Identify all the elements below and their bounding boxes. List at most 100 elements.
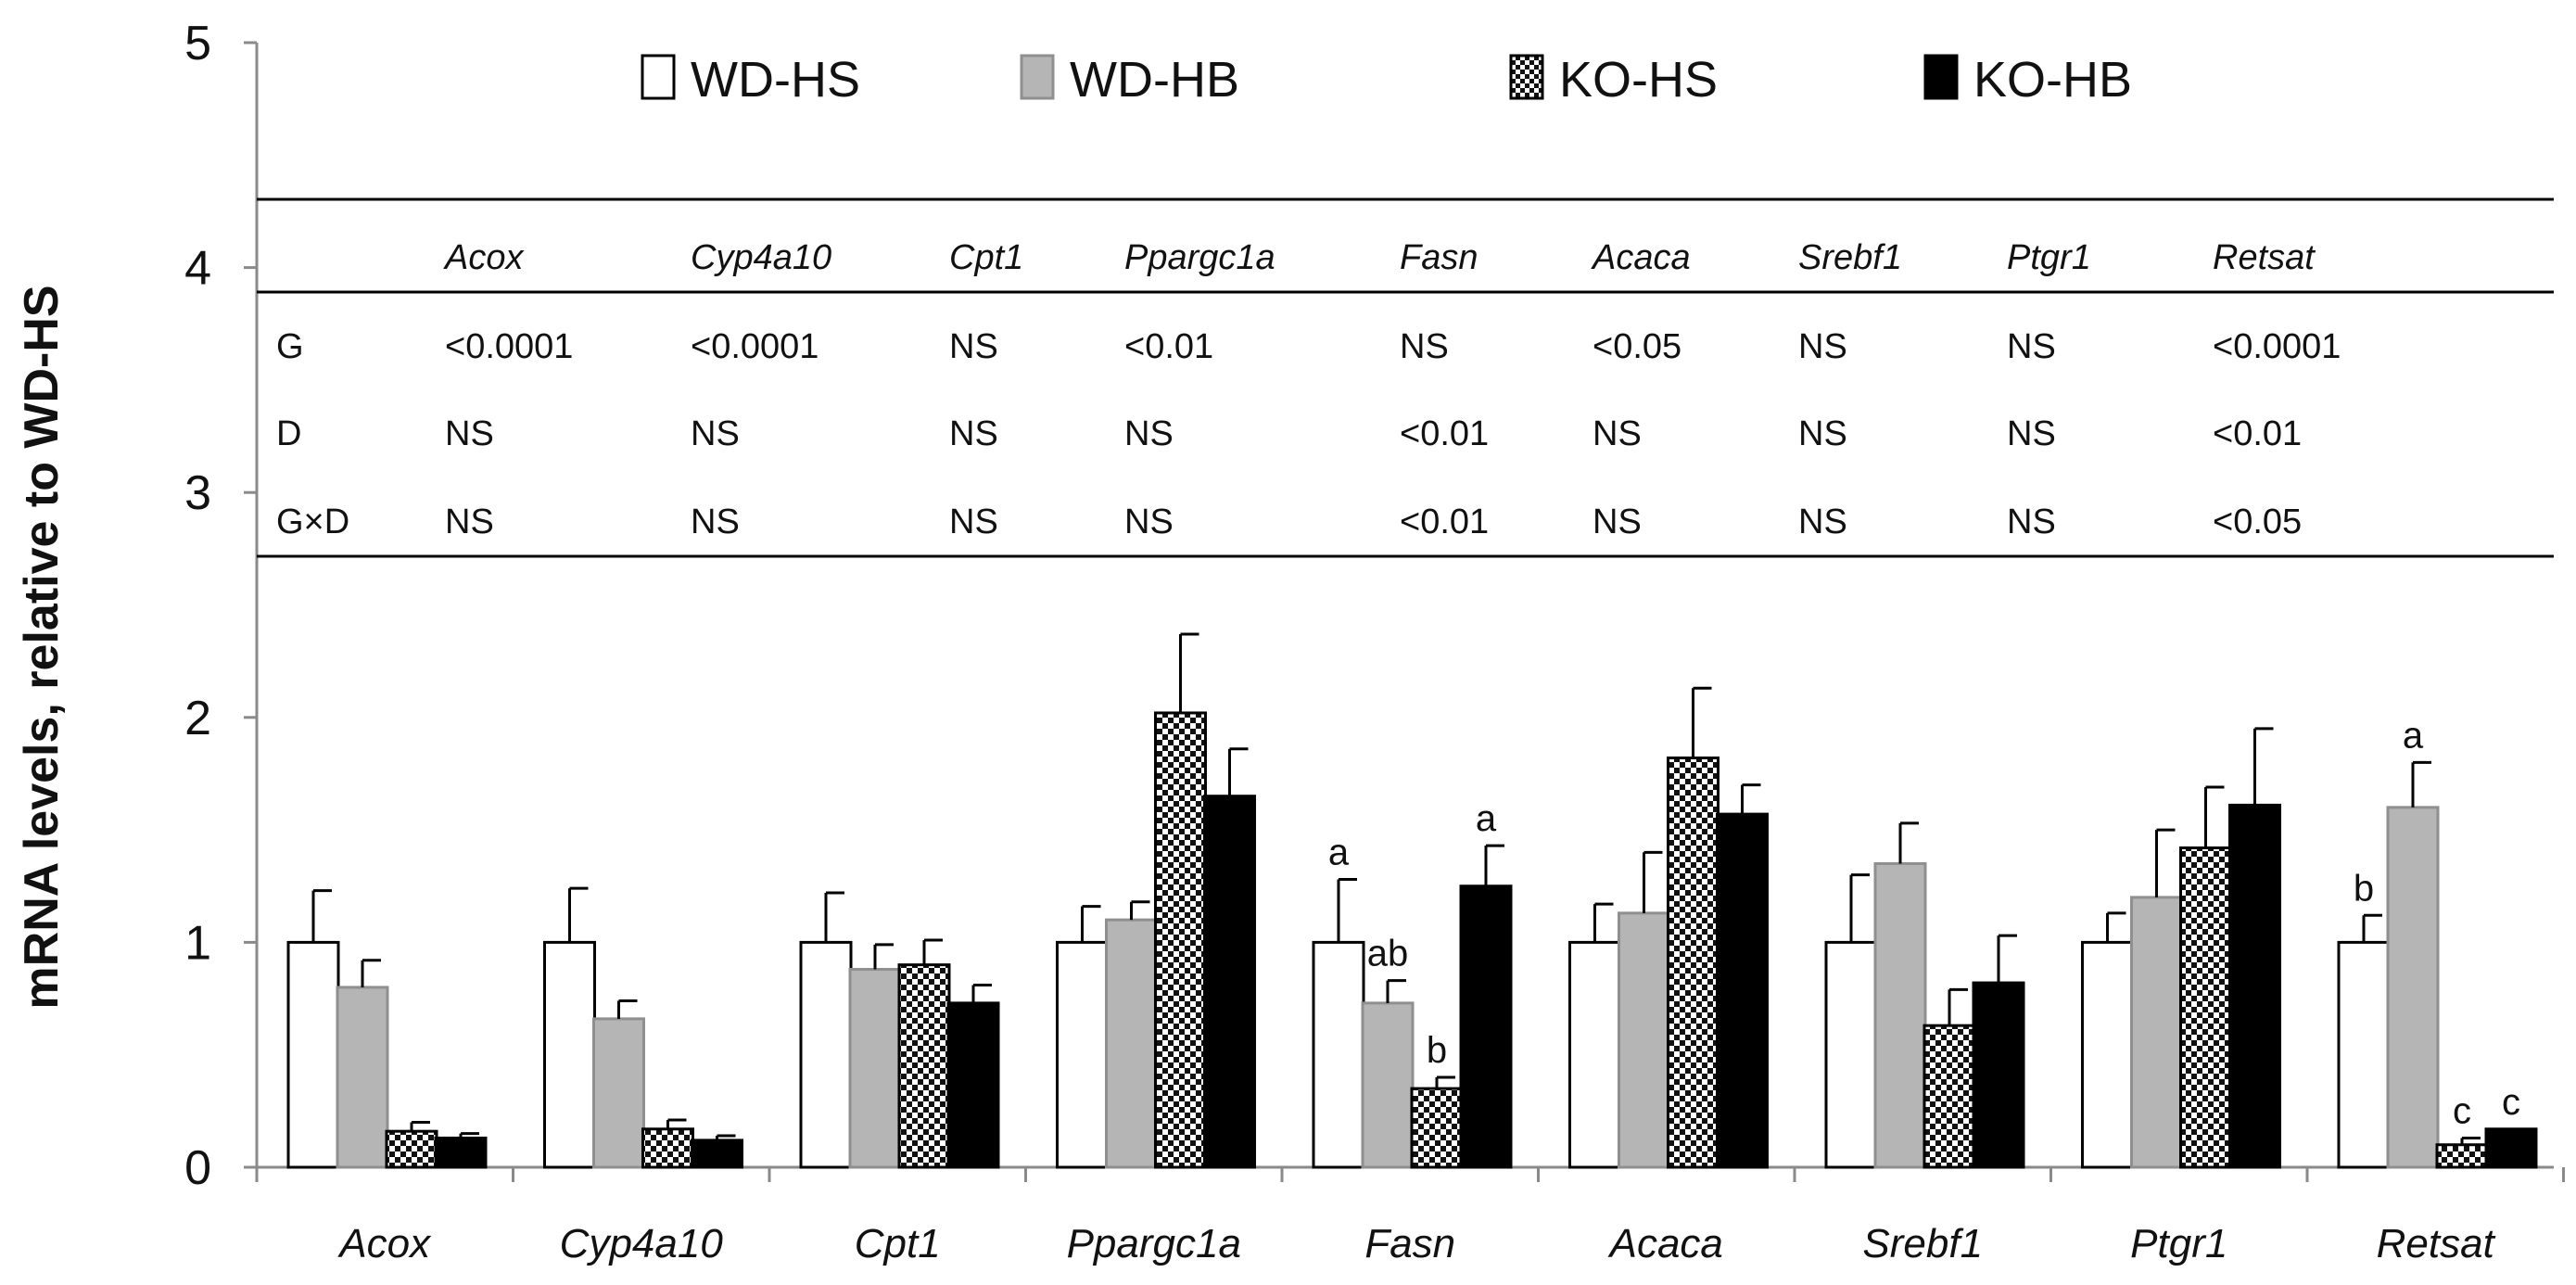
table-column-header: Acaca xyxy=(1591,238,1691,277)
stats-table: Acox Cyp4a10 Cpt1 Ppargc1a Fasn Acaca Srebf1 Pt… xyxy=(257,197,2554,558)
bar-ko-hb-ppargc1a xyxy=(1203,795,1256,1169)
bar-wd-hb-cpt1 xyxy=(848,968,902,1169)
x-tick-label: Ptgr1 xyxy=(2130,1221,2227,1266)
table-column-header: Acox xyxy=(443,238,525,277)
table-cell: NS xyxy=(691,414,740,453)
x-tick-label: Cpt1 xyxy=(855,1221,941,1266)
table-cell: NS xyxy=(1124,414,1174,453)
bar-wd-hb-ptgr1 xyxy=(2130,896,2183,1169)
x-tick-label: Fasn xyxy=(1364,1221,1455,1266)
table-column-header: Cyp4a10 xyxy=(691,238,831,277)
bar-ko-hb-acox xyxy=(434,1136,488,1169)
bar-wd-hb-acaca xyxy=(1618,911,1670,1169)
bar-ko-hs-srebf1 xyxy=(1922,1024,1976,1169)
significance-letter: b xyxy=(2354,868,2374,909)
bar-wd-hs-cpt1 xyxy=(799,940,853,1169)
bar-wd-hb-cyp4a10 xyxy=(592,1017,645,1169)
table-cell: NS xyxy=(2007,327,2056,366)
bar-ko-hb-retsat xyxy=(2484,1127,2538,1169)
table-column-header: Fasn xyxy=(1400,238,1478,277)
table-cell: <0.0001 xyxy=(2213,327,2341,366)
significance-letter: a xyxy=(2403,715,2424,756)
x-tick-label: Retsat xyxy=(2377,1221,2496,1266)
table-column-header: Ptgr1 xyxy=(2007,238,2091,277)
bar-ko-hb-srebf1 xyxy=(1972,981,2025,1169)
bar-wd-hs-acox xyxy=(286,940,340,1169)
y-tick-label: 4 xyxy=(184,242,211,296)
table-column-header: Retsat xyxy=(2213,238,2316,277)
legend-swatch-ko-hb xyxy=(1923,54,1959,100)
x-tick-label: Cyp4a10 xyxy=(560,1221,724,1266)
legend-label: KO-HB xyxy=(1973,52,2132,108)
table-cell: NS xyxy=(1593,503,1642,541)
significance-letter: b xyxy=(1427,1030,1447,1071)
bar-wd-hs-cyp4a10 xyxy=(543,940,596,1169)
significance-letter: c xyxy=(2502,1082,2520,1123)
table-cell: NS xyxy=(949,327,998,366)
table-cell: NS xyxy=(2007,503,2056,541)
bar-wd-hb-srebf1 xyxy=(1873,861,1927,1169)
table-cell: <0.01 xyxy=(1400,503,1489,541)
bar-ko-hs-ppargc1a xyxy=(1154,711,1207,1169)
table-cell: <0.05 xyxy=(2213,503,2302,541)
bar-wd-hs-ptgr1 xyxy=(2081,940,2134,1169)
legend: WD-HS WD-HB KO-HS KO-HB xyxy=(641,52,2132,108)
bar-wd-hb-fasn xyxy=(1361,1001,1415,1169)
bar-ko-hs-cpt1 xyxy=(897,963,951,1169)
x-axis: Acox Cyp4a10 Cpt1 Ppargc1a Fasn Acaca Srebf1 Pt… xyxy=(255,1165,2565,1266)
significance-letter: a xyxy=(1476,798,1497,839)
x-tick-label: Ppargc1a xyxy=(1067,1221,1241,1266)
error-bars xyxy=(311,632,2481,1145)
table-cell: NS xyxy=(1400,327,1449,366)
legend-label: KO-HS xyxy=(1559,52,1718,108)
legend-label: WD-HB xyxy=(1070,52,1239,108)
table-cell: NS xyxy=(445,503,494,541)
bar-ko-hb-cyp4a10 xyxy=(691,1139,743,1169)
significance-letter: ab xyxy=(1367,934,1409,974)
bar-wd-hs-srebf1 xyxy=(1824,940,1878,1169)
legend-label: WD-HS xyxy=(691,52,860,108)
significance-letter: c xyxy=(2453,1090,2471,1131)
table-cell: <0.0001 xyxy=(691,327,818,366)
table-row-label: D xyxy=(276,414,301,453)
legend-swatch-wd-hb xyxy=(1020,54,1055,100)
y-tick-label: 1 xyxy=(184,916,211,970)
table-cell: NS xyxy=(1593,414,1642,453)
bar-ko-hb-ptgr1 xyxy=(2228,803,2281,1169)
bar-ko-hb-cpt1 xyxy=(946,1001,1000,1169)
x-tick-label: Acaca xyxy=(1607,1221,1723,1266)
bar-wd-hb-ppargc1a xyxy=(1105,918,1158,1169)
bar-ko-hs-ptgr1 xyxy=(2179,846,2232,1169)
table-cell: <0.05 xyxy=(1593,327,1681,366)
bar-wd-hs-ppargc1a xyxy=(1056,940,1109,1169)
y-axis-label: mRNA levels, relative to WD-HS xyxy=(15,285,69,1009)
table-cell: <0.01 xyxy=(1400,414,1489,453)
table-cell: NS xyxy=(1124,503,1174,541)
x-tick-label: Srebf1 xyxy=(1862,1221,1983,1266)
table-cell: NS xyxy=(1798,327,1847,366)
bar-ko-hs-fasn xyxy=(1410,1087,1464,1169)
table-column-header: Cpt1 xyxy=(949,238,1023,277)
table-cell: <0.0001 xyxy=(445,327,573,366)
table-column-header: Ppargc1a xyxy=(1124,238,1275,277)
significance-letter: a xyxy=(1328,832,1350,872)
table-cell: NS xyxy=(949,503,998,541)
table-cell: NS xyxy=(1798,503,1847,541)
bar-wd-hb-acox xyxy=(336,986,389,1169)
table-cell: NS xyxy=(949,414,998,453)
y-tick-label: 2 xyxy=(184,692,211,745)
y-axis: 0 1 2 3 4 5 xyxy=(184,17,259,1195)
bar-ko-hs-acox xyxy=(385,1129,438,1169)
table-row-label: G xyxy=(276,327,304,366)
y-tick-label: 0 xyxy=(184,1141,211,1195)
y-tick-label: 3 xyxy=(184,466,211,520)
bar-ko-hs-acaca xyxy=(1667,756,1719,1169)
bar-wd-hs-fasn xyxy=(1312,940,1365,1169)
table-cell: NS xyxy=(445,414,494,453)
bar-wd-hs-retsat xyxy=(2337,940,2391,1169)
bar-wd-hb-retsat xyxy=(2386,806,2440,1169)
bar-ko-hs-retsat xyxy=(2435,1143,2489,1169)
y-tick-label: 5 xyxy=(184,17,211,70)
